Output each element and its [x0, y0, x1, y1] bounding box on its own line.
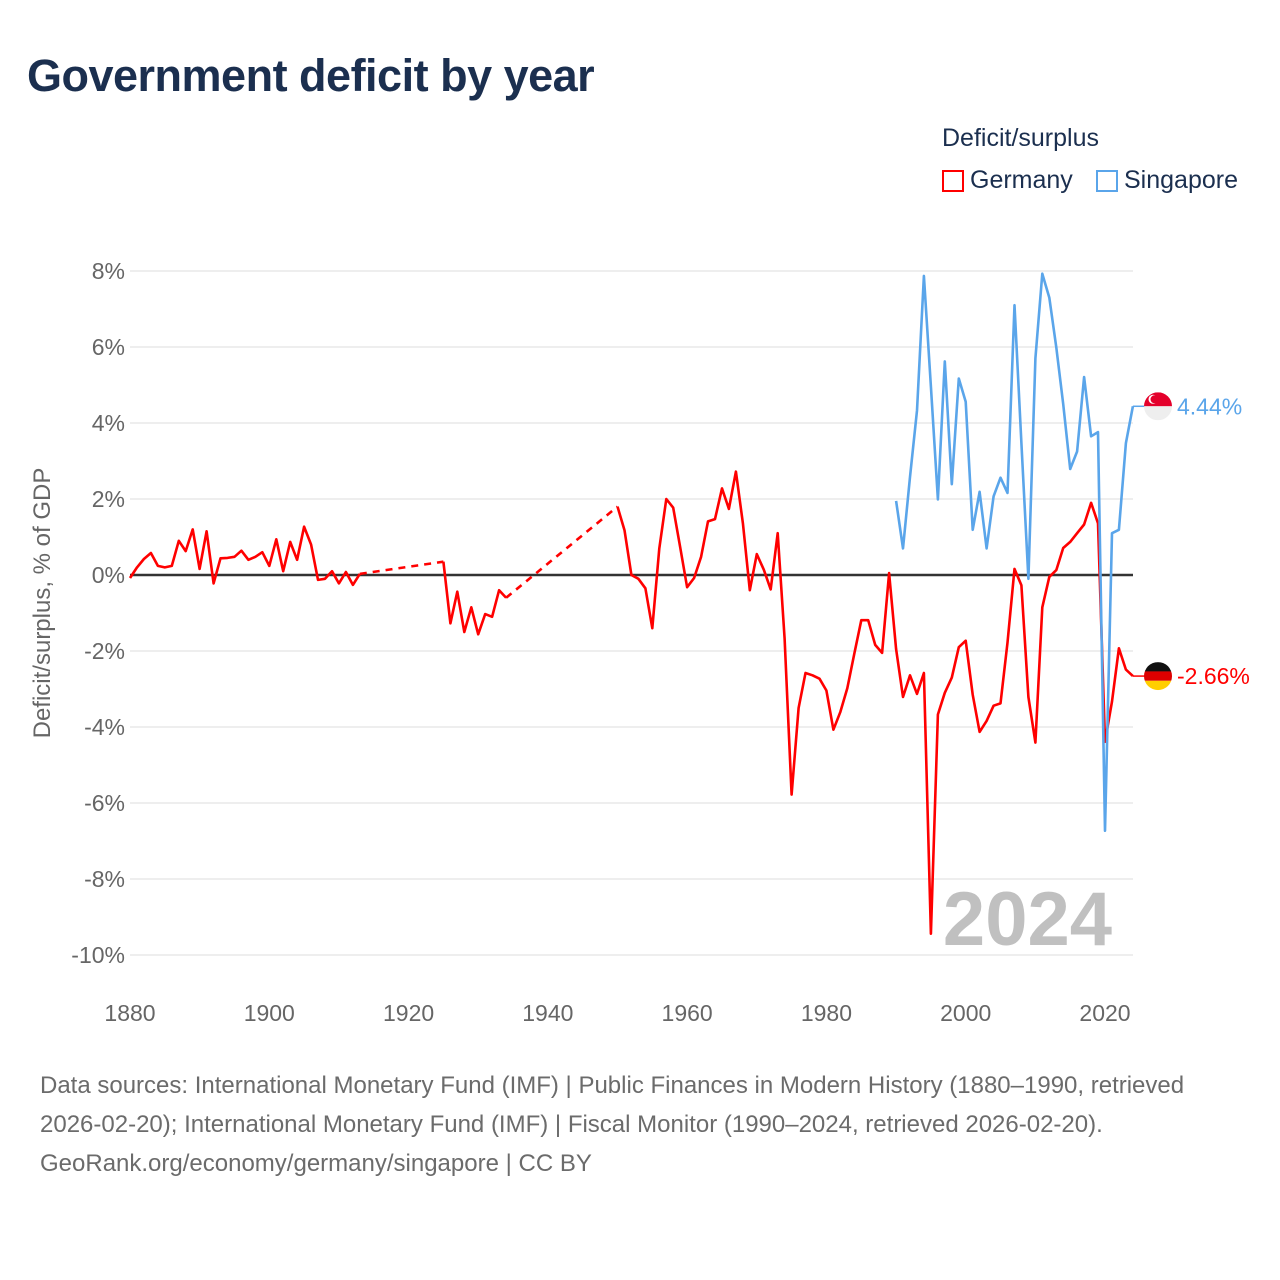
x-tick-label: 1880 — [104, 1000, 155, 1026]
y-tick-label: 2% — [92, 486, 125, 512]
series-line-germany — [442, 561, 508, 636]
attribution[interactable]: GeoRank.org/economy/germany/singapore | … — [40, 1150, 592, 1177]
x-tick-label: 1960 — [662, 1000, 713, 1026]
end-value-germany: -2.66% — [1177, 663, 1250, 689]
series-gap-germany — [505, 505, 619, 599]
x-tick-label: 1900 — [244, 1000, 295, 1026]
series-line-germany — [128, 525, 361, 587]
legend-swatch-germany — [942, 169, 964, 192]
series-singapore — [894, 272, 1135, 832]
series-germany — [128, 470, 1134, 935]
end-value-singapore: 4.44% — [1177, 393, 1242, 419]
y-tick-label: -2% — [84, 638, 125, 664]
y-tick-label: 8% — [92, 258, 125, 284]
series-line-germany — [616, 470, 1134, 935]
legend-swatch-singapore — [1096, 169, 1118, 192]
x-tick-label: 2020 — [1079, 1000, 1130, 1026]
series-lines — [128, 272, 1135, 935]
legend-item-singapore[interactable]: Singapore — [1096, 166, 1238, 195]
y-tick-label: -4% — [84, 714, 125, 740]
y-axis-label: Deficit/surplus, % of GDP — [29, 468, 56, 739]
year-watermark: 2024 — [943, 877, 1112, 962]
legend-item-germany[interactable]: Germany — [942, 166, 1073, 195]
footer: Data sources: International Monetary Fun… — [40, 1066, 1240, 1183]
x-tick-label: 1980 — [801, 1000, 852, 1026]
legend-label-germany: Germany — [970, 166, 1073, 194]
x-axis-ticks: 1880 1900 1920 1940 1960 1980 2000 2020 — [104, 1000, 1130, 1026]
singapore-flag-icon — [1144, 392, 1172, 421]
chart-title: Government deficit by year — [27, 50, 595, 101]
series-gap-germany — [359, 560, 444, 576]
y-tick-label: -8% — [84, 866, 125, 892]
legend-label-singapore: Singapore — [1124, 166, 1238, 194]
y-tick-label: 0% — [92, 562, 125, 588]
gridlines — [130, 270, 1133, 956]
x-tick-label: 1920 — [383, 1000, 434, 1026]
y-tick-label: 6% — [92, 334, 125, 360]
germany-flag-icon — [1144, 662, 1172, 691]
end-labels: -2.66% 4.44% — [1132, 392, 1250, 691]
y-tick-label: 4% — [92, 410, 125, 436]
x-tick-label: 1940 — [522, 1000, 573, 1026]
y-axis-ticks: 8% 6% 4% 2% 0% -2% -4% -6% -8% -10% — [71, 258, 125, 968]
data-sources: Data sources: International Monetary Fun… — [40, 1072, 1185, 1138]
x-tick-label: 2000 — [940, 1000, 991, 1026]
series-line-singapore — [894, 272, 1135, 832]
legend-title: Deficit/surplus — [942, 124, 1099, 152]
y-tick-label: -10% — [71, 942, 125, 968]
y-tick-label: -6% — [84, 790, 125, 816]
